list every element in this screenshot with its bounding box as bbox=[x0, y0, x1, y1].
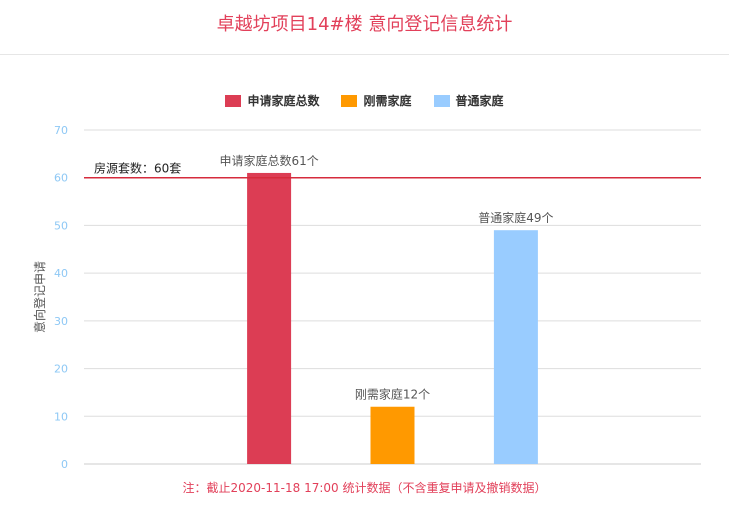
y-tick-label: 20 bbox=[54, 363, 68, 376]
legend-item-ordinary[interactable]: 普通家庭 bbox=[433, 92, 504, 109]
y-tick-labels: 0 10 20 30 40 50 60 70 bbox=[54, 124, 68, 471]
bar[interactable] bbox=[370, 406, 415, 464]
legend-item-rigid[interactable]: 刚需家庭 bbox=[341, 92, 412, 109]
y-tick-label: 60 bbox=[54, 172, 68, 185]
y-tick-label: 0 bbox=[61, 458, 68, 471]
reference-line-label: 房源套数：60套 bbox=[94, 161, 181, 176]
y-tick-label: 40 bbox=[54, 267, 68, 280]
legend-item-total[interactable]: 申请家庭总数 bbox=[225, 92, 319, 109]
chart-title: 卓越坊项目14#楼 意向登记信息统计 bbox=[216, 14, 513, 35]
legend-label-total: 申请家庭总数 bbox=[247, 94, 320, 108]
y-tick-label: 10 bbox=[54, 410, 68, 423]
reference-line-group: 房源套数：60套 bbox=[84, 161, 701, 179]
legend-swatch-rigid bbox=[341, 94, 358, 107]
y-tick-label: 70 bbox=[54, 124, 68, 137]
y-tick-label: 30 bbox=[54, 315, 68, 328]
legend-label-rigid: 刚需家庭 bbox=[363, 94, 412, 108]
y-tick-label: 50 bbox=[54, 219, 68, 232]
bars-layer bbox=[247, 172, 538, 464]
chart-legend: 申请家庭总数 刚需家庭 普通家庭 bbox=[0, 92, 729, 109]
title-divider bbox=[0, 54, 729, 55]
bar[interactable] bbox=[247, 172, 292, 464]
legend-swatch-total bbox=[225, 94, 242, 107]
y-axis-label: 意向登记申请 bbox=[32, 261, 47, 333]
legend-label-ordinary: 普通家庭 bbox=[455, 94, 504, 108]
bar-data-label: 普通家庭49个 bbox=[478, 210, 553, 225]
bar-data-label: 刚需家庭12个 bbox=[355, 387, 430, 402]
bar[interactable] bbox=[493, 230, 538, 464]
legend-swatch-ordinary bbox=[433, 94, 450, 107]
bar-data-label: 申请家庭总数61个 bbox=[219, 153, 318, 168]
footnote: 注：截止2020-11-18 17:00 统计数据（不含重复申请及撤销数据） bbox=[182, 481, 547, 495]
